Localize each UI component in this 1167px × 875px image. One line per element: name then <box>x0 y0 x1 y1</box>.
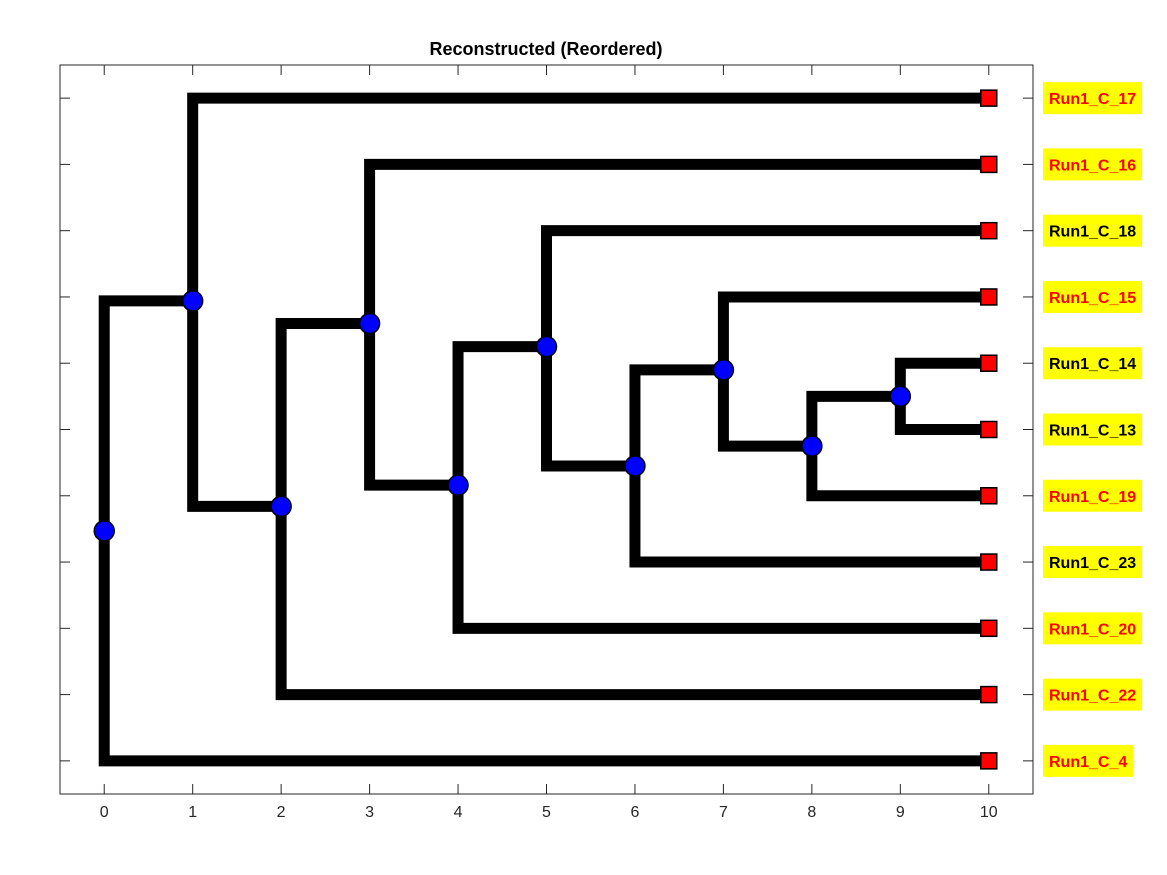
leaf-label-group: Run1_C_16 <box>1043 148 1143 181</box>
leaf-label-background <box>1043 280 1143 313</box>
branch-n1-n2 <box>187 295 287 512</box>
x-tick-label: 5 <box>542 804 551 821</box>
branch-n7-Run1_C_15 <box>717 291 995 376</box>
leaf-node <box>980 685 998 704</box>
leaf-label-text: Run1_C_14 <box>1049 356 1136 373</box>
leaf-label-background <box>1043 214 1143 247</box>
branch-n9-Run1_C_14 <box>894 357 995 402</box>
tree-nodes <box>93 89 998 770</box>
leaf-label-group: Run1_C_15 <box>1043 280 1143 313</box>
leaf-label-group: Run1_C_20 <box>1043 612 1143 645</box>
leaf-label-background <box>1043 546 1143 579</box>
internal-node-n1 <box>181 290 204 312</box>
leaf-label-group: Run1_C_13 <box>1043 413 1143 446</box>
leaf-label-text: Run1_C_17 <box>1049 91 1136 108</box>
branch-n3-n4 <box>364 317 464 491</box>
branch-n6-n7 <box>629 364 729 472</box>
leaf-label-text: Run1_C_22 <box>1049 688 1136 705</box>
leaf-label-background <box>1043 744 1134 777</box>
x-tick-label: 1 <box>188 804 197 821</box>
x-tick-label: 6 <box>631 804 640 821</box>
leaf-label-group: Run1_C_22 <box>1043 678 1143 711</box>
axis-ticks: 0 1 2 3 4 5 6 7 8 9 10 <box>60 65 1033 821</box>
leaf-labels: Run1_C_17 Run1_C_16 Run1_C_18 Run1_C_15 Run1… <box>1043 82 1143 777</box>
branch-n4-Run1_C_20 <box>452 479 995 634</box>
leaf-label-background <box>1043 347 1143 380</box>
leaf-label-group: Run1_C_14 <box>1043 347 1143 380</box>
branch-n2-n3 <box>275 317 376 512</box>
leaf-node <box>980 619 998 638</box>
x-tick-label: 0 <box>100 804 109 821</box>
leaf-node <box>980 288 998 306</box>
internal-node-n2 <box>270 495 292 518</box>
x-tick-label: 8 <box>807 804 816 821</box>
leaf-node <box>980 155 998 174</box>
leaf-node <box>980 89 998 107</box>
x-tick-label: 2 <box>277 804 286 821</box>
leaf-label-group: Run1_C_4 <box>1043 744 1134 777</box>
leaf-label-text: Run1_C_18 <box>1049 224 1136 241</box>
branch-n0-n1 <box>98 295 199 537</box>
leaf-label-background <box>1043 678 1143 711</box>
internal-node-n6 <box>624 455 646 477</box>
leaf-node <box>980 221 998 240</box>
internal-node-n0 <box>93 520 115 542</box>
leaf-label-group: Run1_C_18 <box>1043 214 1143 247</box>
leaf-label-text: Run1_C_23 <box>1049 555 1136 572</box>
leaf-label-text: Run1_C_20 <box>1049 621 1136 638</box>
leaf-label-background <box>1043 612 1143 645</box>
internal-node-n5 <box>535 335 558 358</box>
internal-node-n3 <box>358 312 381 335</box>
x-tick-label: 7 <box>719 804 728 821</box>
leaf-node <box>980 553 998 571</box>
branch-n0-Run1_C_4 <box>98 525 995 767</box>
leaf-label-group: Run1_C_17 <box>1043 82 1143 115</box>
internal-node-n4 <box>447 474 469 496</box>
leaf-label-background <box>1043 148 1143 181</box>
leaf-node <box>980 354 998 372</box>
x-tick-label: 9 <box>896 804 905 821</box>
leaf-label-text: Run1_C_15 <box>1049 290 1136 307</box>
leaf-label-background <box>1043 413 1143 446</box>
chart-title: Reconstructed (Reordered) <box>429 39 662 59</box>
leaf-label-background <box>1043 82 1143 115</box>
x-tick-label: 10 <box>980 804 998 821</box>
internal-node-n9 <box>889 385 912 408</box>
branch-n6-Run1_C_23 <box>629 460 995 568</box>
branch-n2-Run1_C_22 <box>275 500 995 701</box>
internal-node-n7 <box>712 359 735 381</box>
leaf-node <box>980 752 998 770</box>
tree-branches <box>98 92 995 767</box>
branch-n7-n8 <box>717 364 818 452</box>
branch-n1-Run1_C_17 <box>187 92 995 307</box>
leaf-label-text: Run1_C_13 <box>1049 423 1136 440</box>
leaf-label-text: Run1_C_19 <box>1049 489 1136 506</box>
leaf-label-group: Run1_C_23 <box>1043 546 1143 579</box>
branch-n5-n6 <box>541 341 641 472</box>
leaf-node <box>980 487 998 505</box>
leaf-label-text: Run1_C_16 <box>1049 157 1136 174</box>
branch-n8-n9 <box>806 390 906 452</box>
x-tick-label: 3 <box>365 804 374 821</box>
leaf-label-text: Run1_C_4 <box>1049 754 1127 771</box>
branch-n3-Run1_C_16 <box>364 158 995 329</box>
leaf-node <box>980 420 998 439</box>
branch-n8-Run1_C_19 <box>806 440 995 502</box>
branch-n4-n5 <box>452 341 552 491</box>
x-tick-label: 4 <box>454 804 463 821</box>
branch-n5-Run1_C_18 <box>541 225 995 353</box>
leaf-label-group: Run1_C_19 <box>1043 479 1143 512</box>
internal-node-n8 <box>801 435 823 457</box>
leaf-label-background <box>1043 479 1143 512</box>
branch-n9-Run1_C_13 <box>894 390 995 435</box>
